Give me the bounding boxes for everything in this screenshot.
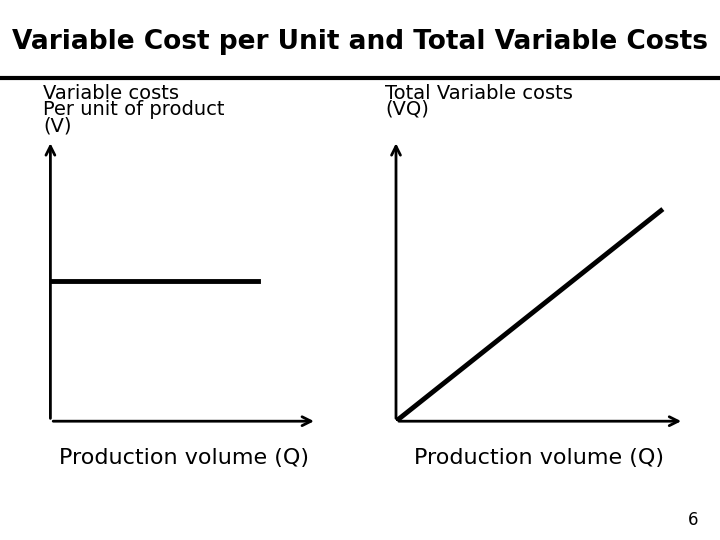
- Text: Variable costs: Variable costs: [43, 84, 179, 103]
- Text: (VQ): (VQ): [385, 100, 429, 119]
- Text: 6: 6: [688, 511, 698, 529]
- Text: Total Variable costs: Total Variable costs: [385, 84, 573, 103]
- Text: Production volume (Q): Production volume (Q): [58, 448, 309, 468]
- Text: Production volume (Q): Production volume (Q): [413, 448, 664, 468]
- Text: (V): (V): [43, 116, 72, 135]
- Text: Per unit of product: Per unit of product: [43, 100, 225, 119]
- Text: Variable Cost per Unit and Total Variable Costs: Variable Cost per Unit and Total Variabl…: [12, 29, 708, 55]
